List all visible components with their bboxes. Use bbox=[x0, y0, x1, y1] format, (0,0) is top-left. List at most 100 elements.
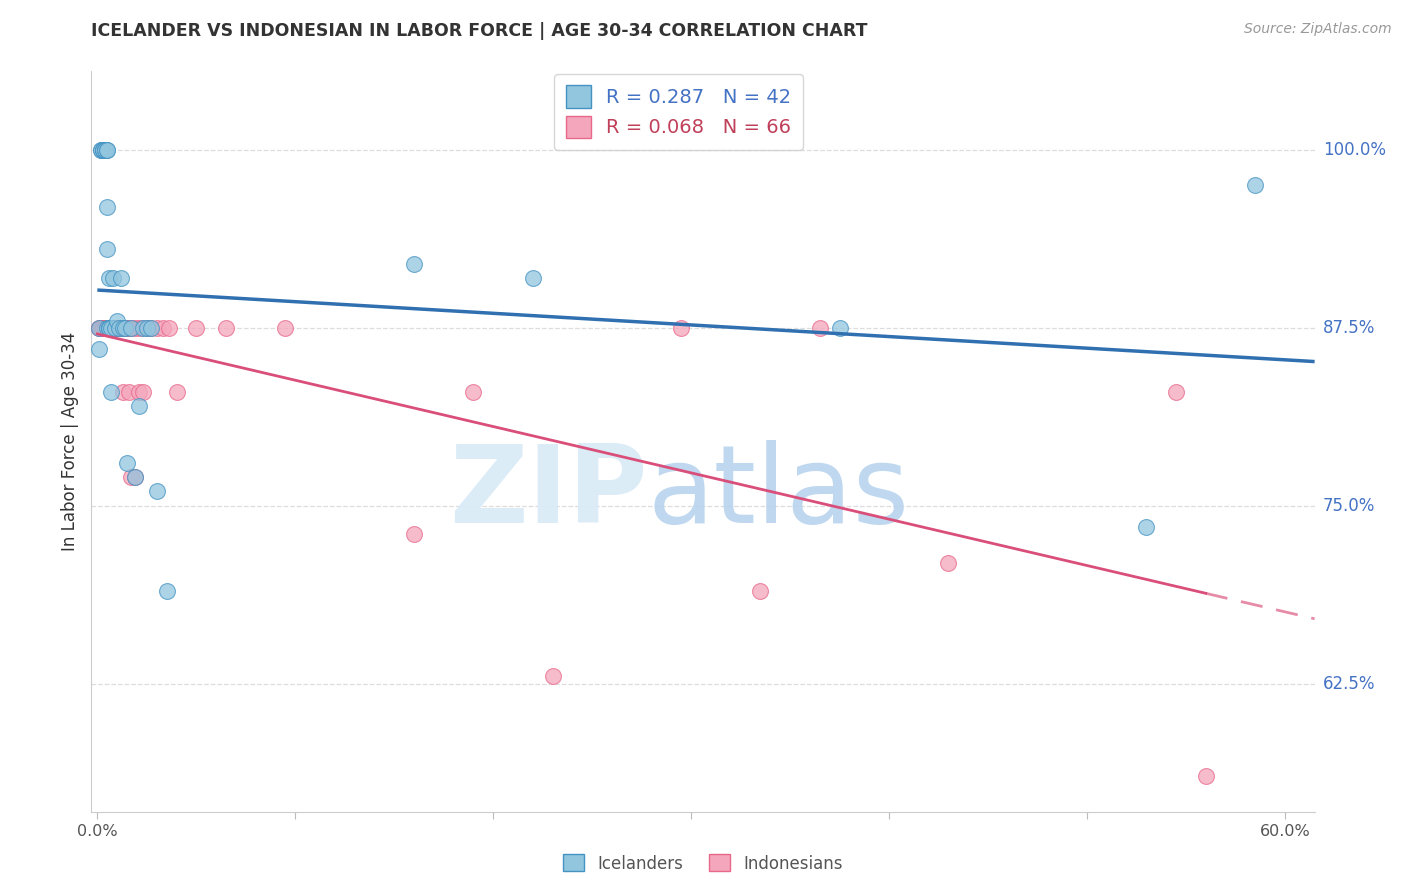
Point bbox=[124, 470, 146, 484]
Point bbox=[101, 270, 124, 285]
Point bbox=[522, 270, 544, 285]
Point bbox=[402, 527, 425, 541]
Point bbox=[139, 320, 162, 334]
Point bbox=[105, 313, 128, 327]
Point bbox=[145, 484, 167, 499]
Point bbox=[89, 320, 111, 334]
Point bbox=[110, 320, 132, 334]
Point bbox=[157, 320, 180, 334]
Point bbox=[91, 320, 114, 334]
Point bbox=[96, 320, 118, 334]
Point bbox=[101, 320, 124, 334]
Point bbox=[100, 320, 122, 334]
Point bbox=[139, 320, 162, 334]
Point bbox=[118, 384, 141, 399]
Point bbox=[186, 320, 208, 334]
Point bbox=[100, 320, 122, 334]
Point bbox=[91, 143, 114, 157]
Point bbox=[135, 320, 157, 334]
Point bbox=[89, 320, 111, 334]
Point bbox=[1135, 520, 1157, 534]
Point bbox=[96, 200, 118, 214]
Point bbox=[94, 320, 117, 334]
Point bbox=[108, 320, 131, 334]
Point bbox=[100, 384, 122, 399]
Point bbox=[94, 320, 117, 334]
Point bbox=[94, 143, 117, 157]
Point bbox=[1164, 384, 1187, 399]
Point bbox=[132, 384, 155, 399]
Point bbox=[108, 320, 131, 334]
Legend: R = 0.287   N = 42, R = 0.068   N = 66: R = 0.287 N = 42, R = 0.068 N = 66 bbox=[554, 74, 803, 150]
Point bbox=[110, 270, 132, 285]
Point bbox=[98, 320, 121, 334]
Point bbox=[129, 320, 152, 334]
Point bbox=[98, 320, 121, 334]
Point bbox=[114, 320, 136, 334]
Point bbox=[96, 143, 118, 157]
Point bbox=[463, 384, 485, 399]
Point bbox=[152, 320, 174, 334]
Point bbox=[96, 320, 118, 334]
Point bbox=[101, 320, 124, 334]
Point bbox=[1195, 769, 1218, 783]
Point bbox=[90, 143, 112, 157]
Point bbox=[155, 584, 177, 599]
Point bbox=[115, 320, 138, 334]
Y-axis label: In Labor Force | Age 30-34: In Labor Force | Age 30-34 bbox=[60, 332, 79, 551]
Point bbox=[118, 320, 141, 334]
Point bbox=[132, 320, 155, 334]
Point bbox=[105, 320, 128, 334]
Point bbox=[112, 320, 135, 334]
Text: 62.5%: 62.5% bbox=[1323, 674, 1375, 692]
Point bbox=[101, 320, 124, 334]
Point bbox=[122, 320, 145, 334]
Point bbox=[98, 320, 121, 334]
Point bbox=[90, 143, 112, 157]
Point bbox=[112, 320, 135, 334]
Point bbox=[128, 384, 150, 399]
Text: 100.0%: 100.0% bbox=[1323, 141, 1386, 159]
Point bbox=[128, 399, 150, 413]
Point bbox=[90, 320, 112, 334]
Point bbox=[120, 320, 142, 334]
Text: atlas: atlas bbox=[648, 441, 910, 547]
Point bbox=[166, 384, 188, 399]
Point bbox=[91, 320, 114, 334]
Point bbox=[89, 342, 111, 356]
Point bbox=[124, 470, 146, 484]
Point bbox=[98, 320, 121, 334]
Point bbox=[115, 456, 138, 470]
Point bbox=[90, 320, 112, 334]
Point bbox=[541, 669, 564, 683]
Point bbox=[104, 320, 127, 334]
Point bbox=[671, 320, 693, 334]
Point bbox=[96, 320, 118, 334]
Point bbox=[98, 320, 121, 334]
Point bbox=[114, 320, 136, 334]
Point bbox=[91, 143, 114, 157]
Point bbox=[125, 320, 148, 334]
Point bbox=[145, 320, 167, 334]
Text: 75.0%: 75.0% bbox=[1323, 497, 1375, 515]
Point bbox=[98, 320, 121, 334]
Point bbox=[104, 320, 127, 334]
Point bbox=[108, 320, 131, 334]
Point bbox=[96, 320, 118, 334]
Point bbox=[91, 143, 114, 157]
Point bbox=[100, 320, 122, 334]
Point bbox=[104, 320, 127, 334]
Point bbox=[94, 143, 117, 157]
Point bbox=[749, 584, 772, 599]
Point bbox=[274, 320, 297, 334]
Point bbox=[104, 320, 127, 334]
Point bbox=[828, 320, 851, 334]
Legend: Icelanders, Indonesians: Icelanders, Indonesians bbox=[557, 847, 849, 880]
Point bbox=[105, 320, 128, 334]
Text: ICELANDER VS INDONESIAN IN LABOR FORCE | AGE 30-34 CORRELATION CHART: ICELANDER VS INDONESIAN IN LABOR FORCE |… bbox=[91, 22, 868, 40]
Point bbox=[808, 320, 831, 334]
Point bbox=[215, 320, 238, 334]
Text: Source: ZipAtlas.com: Source: ZipAtlas.com bbox=[1244, 22, 1392, 37]
Point bbox=[402, 256, 425, 270]
Point bbox=[96, 320, 118, 334]
